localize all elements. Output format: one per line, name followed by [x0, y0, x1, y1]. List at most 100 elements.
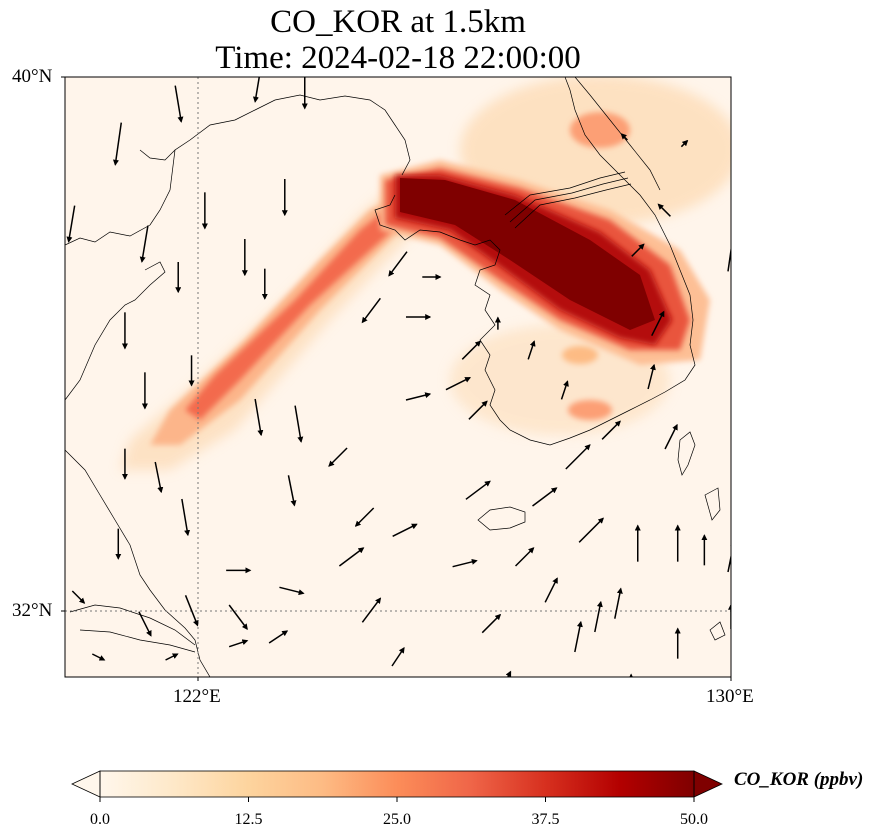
wind-arrow — [228, 604, 248, 630]
wind-arrow — [527, 340, 536, 360]
wind-arrow — [565, 444, 591, 470]
wind-arrow — [287, 475, 297, 507]
plume-ne-core — [400, 178, 655, 330]
wind-arrow — [461, 340, 482, 360]
wind-arrow — [727, 540, 731, 573]
wind-arrow — [680, 139, 689, 148]
wind-arrow — [405, 392, 432, 401]
wind-arrow — [664, 423, 678, 450]
coast-liaodong — [65, 94, 411, 246]
island-jeju — [477, 506, 526, 531]
wind-arrow — [252, 77, 261, 103]
wind-arrow — [354, 507, 375, 527]
lon-label-130: 130°E — [706, 686, 754, 707]
wind-arrow — [465, 480, 491, 500]
plume-patch-north — [570, 112, 630, 148]
colorbar-tick-label: 50.0 — [680, 811, 708, 828]
wind-arrow — [112, 122, 123, 166]
coast-bohai-inlet — [139, 149, 176, 161]
colorbar-tick-label: 25.0 — [383, 811, 411, 828]
wind-arrow — [138, 611, 152, 637]
colorbar-extend-high — [693, 770, 723, 798]
border-dmz-1 — [504, 171, 626, 216]
colorbar-tick-label: 0.0 — [90, 811, 110, 828]
wind-arrow — [184, 595, 199, 627]
wind-arrow — [657, 203, 671, 217]
wind-arrow — [544, 577, 558, 603]
wind-arrow — [574, 620, 583, 653]
title-line-variable: CO_KOR at 1.5km — [270, 4, 526, 40]
wind-arrow — [594, 600, 603, 633]
wind-arrow — [139, 225, 149, 263]
colorbar: 0.0 12.5 25.0 37.5 50.0 — [71, 770, 723, 828]
coast-jiangsu — [65, 449, 211, 677]
wind-arrow — [505, 670, 512, 677]
wind-arrow — [254, 398, 264, 437]
coast-yangtze-north — [69, 604, 196, 646]
wind-arrow — [268, 630, 289, 644]
plume-patch-inland — [562, 346, 598, 364]
wind-arrow — [228, 639, 249, 648]
wind-arrow — [452, 558, 478, 568]
wind-arrow — [481, 613, 502, 634]
island-tsushima — [677, 431, 696, 476]
wind-arrow — [154, 461, 164, 494]
wind-arrow — [532, 487, 558, 507]
map-plot-area[interactable] — [61, 66, 740, 697]
wind-arrow — [174, 85, 184, 123]
colorbar-tick-label: 12.5 — [235, 811, 263, 828]
wind-arrow — [91, 653, 106, 661]
colorbar-ticks: 0.0 12.5 25.0 37.5 50.0 — [90, 797, 708, 828]
coast-korea-east — [574, 77, 661, 191]
wind-arrow — [361, 597, 382, 623]
wind-arrow — [338, 547, 365, 567]
wind-arrow — [165, 653, 179, 661]
wind-arrow — [647, 363, 656, 390]
concentration-field — [120, 77, 731, 470]
border-dmz-2 — [509, 177, 629, 223]
wind-arrow — [515, 547, 535, 567]
wind-arrow — [279, 586, 305, 596]
colorbar-tick-label: 37.5 — [532, 811, 560, 828]
wind-arrow — [560, 380, 569, 400]
wind-arrow — [388, 251, 408, 277]
coast-shandong — [65, 261, 166, 401]
island-kyushu-fragment — [704, 487, 721, 521]
wind-arrow — [361, 297, 381, 324]
lat-label-40: 40°N — [12, 66, 53, 87]
wind-vectors — [66, 77, 731, 677]
wind-arrow — [614, 587, 623, 619]
lon-label-122: 122°E — [173, 686, 221, 707]
coast-korea — [374, 77, 696, 446]
wind-arrow — [727, 228, 731, 272]
map-title: CO_KOR at 1.5km Time: 2024-02-18 22:00:0… — [0, 4, 796, 76]
gridlines — [65, 77, 731, 677]
wind-arrow — [392, 523, 418, 538]
wind-arrow — [578, 517, 604, 543]
coastlines — [65, 77, 726, 677]
colorbar-label: CO_KOR (ppbv) — [734, 769, 864, 790]
island-small — [709, 621, 726, 641]
wind-arrow — [294, 405, 304, 443]
wind-arrow — [391, 647, 405, 667]
wind-arrow — [328, 447, 348, 467]
wind-arrow — [66, 205, 76, 243]
wind-arrow — [631, 243, 645, 257]
plume-sw-core — [185, 210, 395, 420]
wind-arrow — [620, 133, 628, 141]
wind-arrow — [468, 400, 488, 420]
wind-arrow — [181, 498, 191, 537]
wind-arrow — [601, 420, 621, 440]
wind-arrow — [651, 310, 665, 337]
border-dmz-3 — [514, 183, 632, 229]
lat-label-32: 32°N — [12, 600, 53, 621]
title-line-time: Time: 2024-02-18 22:00:00 — [215, 40, 581, 76]
plume-patch-south-coast — [568, 400, 612, 420]
axis-ticks — [61, 76, 732, 681]
wind-arrow — [445, 376, 472, 391]
coast-yangtze-south — [79, 629, 196, 653]
colorbar-gradient — [100, 771, 694, 797]
wind-arrow — [71, 590, 86, 604]
map-frame — [64, 76, 732, 678]
